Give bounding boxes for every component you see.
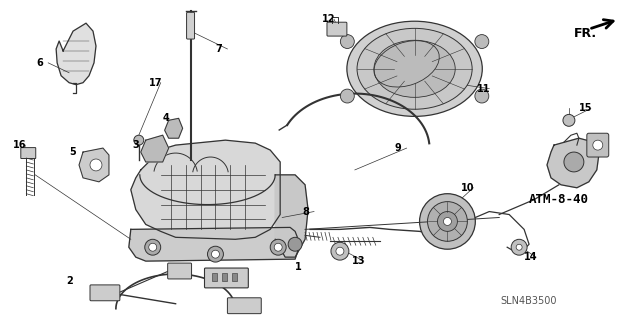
Text: 15: 15 bbox=[579, 103, 593, 114]
Text: 1: 1 bbox=[295, 262, 302, 272]
Circle shape bbox=[511, 239, 527, 255]
Bar bbox=[212, 273, 218, 281]
Polygon shape bbox=[56, 23, 96, 85]
Polygon shape bbox=[129, 227, 300, 261]
FancyBboxPatch shape bbox=[168, 263, 191, 279]
Text: 4: 4 bbox=[163, 113, 170, 123]
Text: 5: 5 bbox=[69, 147, 76, 157]
Polygon shape bbox=[141, 135, 169, 162]
Circle shape bbox=[516, 244, 522, 250]
Text: 8: 8 bbox=[302, 206, 309, 217]
Text: 11: 11 bbox=[477, 84, 491, 93]
Circle shape bbox=[475, 34, 489, 48]
Circle shape bbox=[564, 152, 584, 172]
FancyBboxPatch shape bbox=[187, 12, 195, 39]
Text: SLN4B3500: SLN4B3500 bbox=[501, 296, 557, 306]
Text: 3: 3 bbox=[133, 140, 140, 150]
Circle shape bbox=[274, 243, 282, 251]
Circle shape bbox=[211, 250, 220, 258]
Circle shape bbox=[90, 159, 102, 171]
FancyBboxPatch shape bbox=[227, 298, 261, 314]
Bar bbox=[223, 273, 227, 281]
Circle shape bbox=[475, 89, 489, 103]
Text: ATM-8-40: ATM-8-40 bbox=[529, 193, 589, 206]
Circle shape bbox=[428, 202, 467, 241]
FancyBboxPatch shape bbox=[327, 22, 347, 36]
Circle shape bbox=[145, 239, 161, 255]
Ellipse shape bbox=[357, 28, 472, 109]
FancyBboxPatch shape bbox=[205, 268, 248, 288]
Text: 12: 12 bbox=[322, 14, 335, 24]
Polygon shape bbox=[275, 175, 308, 257]
Circle shape bbox=[288, 237, 302, 251]
Ellipse shape bbox=[374, 40, 455, 97]
Circle shape bbox=[331, 242, 349, 260]
Polygon shape bbox=[547, 138, 599, 188]
Polygon shape bbox=[131, 140, 280, 239]
Circle shape bbox=[340, 34, 355, 48]
Text: 6: 6 bbox=[36, 58, 43, 68]
Circle shape bbox=[444, 218, 451, 226]
Text: 17: 17 bbox=[148, 78, 163, 88]
Text: FR.: FR. bbox=[574, 26, 597, 40]
Text: 10: 10 bbox=[461, 183, 475, 193]
Circle shape bbox=[563, 115, 575, 126]
Circle shape bbox=[340, 89, 355, 103]
Circle shape bbox=[593, 140, 603, 150]
Circle shape bbox=[336, 247, 344, 255]
Polygon shape bbox=[79, 148, 109, 182]
FancyBboxPatch shape bbox=[90, 285, 120, 301]
Circle shape bbox=[270, 239, 286, 255]
Circle shape bbox=[438, 211, 458, 231]
Text: 9: 9 bbox=[395, 143, 401, 153]
Circle shape bbox=[148, 243, 157, 251]
Ellipse shape bbox=[347, 21, 483, 116]
Circle shape bbox=[134, 135, 144, 145]
Bar bbox=[232, 273, 237, 281]
Polygon shape bbox=[164, 118, 182, 138]
Circle shape bbox=[420, 194, 476, 249]
Text: 13: 13 bbox=[352, 256, 365, 266]
Text: 16: 16 bbox=[13, 140, 27, 150]
FancyBboxPatch shape bbox=[21, 148, 36, 159]
Text: 7: 7 bbox=[216, 44, 222, 54]
Text: 14: 14 bbox=[524, 252, 538, 262]
Circle shape bbox=[207, 246, 223, 262]
Text: 2: 2 bbox=[66, 276, 73, 286]
FancyBboxPatch shape bbox=[587, 133, 609, 157]
